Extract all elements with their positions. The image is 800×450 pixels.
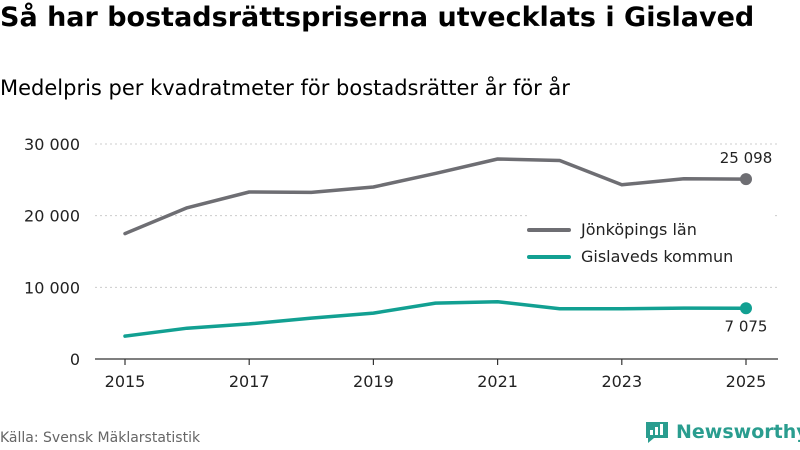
legend-item-jonkopings-lan: Jönköpings län xyxy=(527,220,697,239)
legend-swatch-gislaveds-kommun xyxy=(527,254,571,259)
y-tick-label: 30 000 xyxy=(24,135,80,154)
series-line-1 xyxy=(123,299,748,338)
series-end-label-1: 7 075 xyxy=(725,317,768,335)
y-tick-label: 0 xyxy=(70,350,80,369)
x-tick-label: 2023 xyxy=(601,372,642,391)
legend: Jönköpings län Gislaveds kommun xyxy=(527,212,773,274)
brand-name: Newsworthy xyxy=(676,421,800,443)
y-tick-label: 20 000 xyxy=(24,207,80,226)
series-end-point-0 xyxy=(740,173,752,186)
legend-label-gislaveds-kommun: Gislaveds kommun xyxy=(581,247,734,266)
source-note: Källa: Svensk Mäklarstatistik xyxy=(0,430,201,446)
series-end-label-0: 25 098 xyxy=(720,149,773,167)
chart-title: Så har bostadsrättspriserna utvecklats i… xyxy=(0,2,755,33)
legend-swatch-jonkopings-lan xyxy=(527,227,571,232)
newsworthy-icon xyxy=(646,422,668,443)
legend-label-jonkopings-lan: Jönköpings län xyxy=(581,220,697,239)
x-tick-label: 2025 xyxy=(726,372,767,391)
x-tick-label: 2021 xyxy=(477,372,518,391)
y-tick-label: 10 000 xyxy=(24,278,80,297)
chart-subtitle: Medelpris per kvadratmeter för bostadsrä… xyxy=(0,76,570,100)
series-line-0 xyxy=(123,157,748,236)
brand-logo: Newsworthy xyxy=(644,420,800,444)
x-tick-label: 2017 xyxy=(229,372,270,391)
x-tick-label: 2015 xyxy=(105,372,146,391)
x-tick-label: 2019 xyxy=(353,372,394,391)
line-chart: 0 10 000 20 000 30 000 2015 2017 2019 2021 2023 2… xyxy=(24,135,778,391)
legend-item-gislaveds-kommun: Gislaveds kommun xyxy=(527,247,733,266)
series-end-point-1 xyxy=(740,302,752,315)
